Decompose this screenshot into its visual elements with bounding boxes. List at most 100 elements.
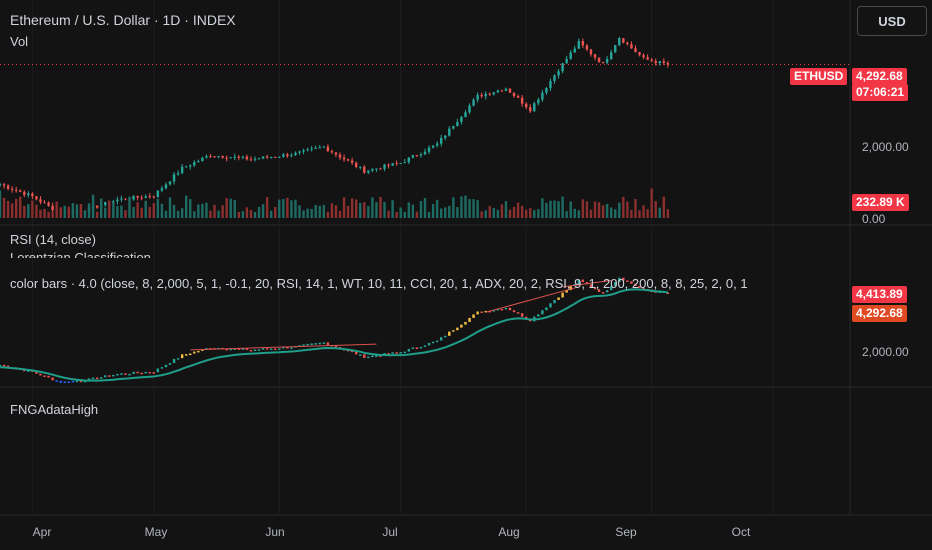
volume-bar (468, 199, 471, 218)
candle-body (630, 44, 633, 49)
volume-bar (112, 202, 115, 218)
candle-body (589, 49, 593, 55)
color-bar (306, 343, 309, 346)
candle-body (553, 75, 556, 81)
volume-bar (423, 198, 427, 218)
candle-body (253, 158, 257, 160)
volume-bar (638, 210, 641, 218)
color-bar (152, 372, 156, 374)
currency-button[interactable]: USD (857, 6, 927, 36)
volume-bar (496, 209, 500, 218)
color-bar (144, 371, 147, 374)
candle-body (387, 164, 390, 166)
candle-body (104, 201, 107, 206)
fng-title: FNGAdataHigh (10, 402, 99, 417)
volume-bar (14, 198, 18, 218)
volume-bar (43, 208, 46, 218)
volume-bar (642, 205, 645, 218)
color-bar (468, 317, 471, 322)
volume-bar (79, 203, 83, 218)
color-bar (116, 373, 119, 376)
candle-body (193, 162, 196, 166)
volume-bar (261, 204, 265, 218)
color-bar (164, 364, 168, 368)
color-bar (565, 290, 568, 293)
color-bar (614, 281, 617, 287)
volume-bar (367, 206, 370, 218)
candle-body (31, 193, 34, 197)
volume-bar (516, 202, 520, 218)
candle-body (375, 168, 378, 170)
volume-bar (537, 209, 540, 218)
month-label-sep: Sep (615, 525, 637, 539)
candle-body (496, 90, 500, 93)
volume-bar (585, 201, 589, 218)
trend-line (190, 343, 377, 351)
volume-bar (152, 203, 156, 218)
candle-body (545, 88, 548, 93)
candle-body (363, 166, 366, 173)
volume-bar (618, 202, 621, 218)
candle-body (662, 61, 666, 64)
color-bar (618, 277, 621, 282)
candle-body (569, 52, 572, 59)
color-bar (622, 277, 625, 281)
candle-body (638, 52, 641, 56)
volume-bar (634, 198, 637, 218)
color-bar (128, 373, 131, 376)
candle-body (448, 128, 451, 136)
color-bar (136, 371, 139, 374)
volume-bar (2, 197, 6, 218)
volume-bar (573, 208, 576, 218)
color-bar (168, 363, 172, 365)
candle-body (221, 155, 224, 158)
volume-bar (654, 201, 657, 218)
color-bar (59, 380, 62, 383)
color-bar (642, 287, 645, 290)
candle-body (120, 198, 123, 200)
volume-bar (342, 197, 346, 218)
candle-body (654, 61, 657, 64)
volume-axis-zero: 0.00 (862, 212, 886, 226)
volume-bar (172, 204, 176, 218)
candle-body (257, 158, 261, 160)
candle-body (132, 196, 135, 200)
candle-body (152, 196, 156, 198)
volume-bar (609, 207, 613, 218)
volume-bar (666, 209, 670, 218)
color-bar (537, 314, 540, 317)
volume-bar (209, 210, 212, 218)
volume-bar (407, 202, 411, 218)
volume-bar (95, 211, 99, 218)
candle-body (605, 58, 609, 63)
volume-bar (310, 208, 313, 218)
candle-body (124, 198, 127, 200)
candle-body (666, 63, 670, 65)
volume-bar (27, 204, 30, 218)
candle-body (318, 147, 321, 149)
candle-body (597, 57, 601, 63)
volume-bar (354, 199, 358, 218)
color-bar (156, 368, 160, 373)
color-bar (395, 352, 398, 354)
volume-bar (318, 205, 321, 218)
candle-body (371, 168, 374, 171)
volume-bar (520, 205, 524, 218)
color-bar (460, 324, 463, 328)
candle-body (14, 189, 18, 191)
color-bar (549, 303, 552, 308)
color-bar (233, 348, 236, 350)
candle-body (148, 196, 151, 198)
color-bar (91, 377, 95, 380)
color-bar (476, 311, 479, 315)
color-bar (334, 345, 338, 348)
candle-body (626, 42, 629, 45)
volume-bar (184, 195, 188, 218)
candle-body (0, 184, 2, 186)
candle-body (168, 181, 172, 185)
volume-bar (116, 206, 119, 218)
candle-body (484, 93, 487, 97)
color-bar (229, 348, 232, 351)
volume-bar (350, 198, 354, 218)
chart-title: Ethereum / U.S. Dollar · 1D · INDEX (10, 12, 236, 28)
